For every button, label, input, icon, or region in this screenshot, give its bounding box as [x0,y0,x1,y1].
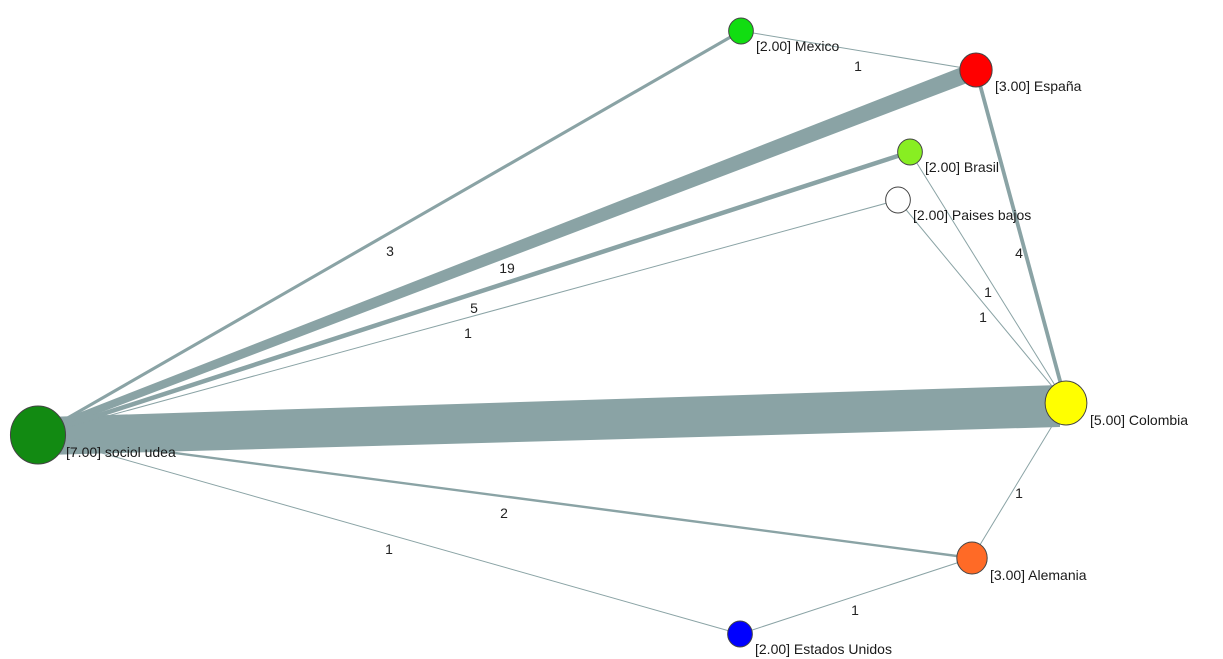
edge-brasil-colombia [909,151,1067,404]
edge-sociol-alemania [37,433,973,560]
node-label-mexico: [2.00] Mexico [756,38,839,54]
edge-weight-label-sociol-brasil: 5 [470,300,478,316]
node-mexico[interactable] [728,17,754,45]
edge-sociol-espana [48,66,970,431]
node-label-paises: [2.00] Paises bajos [913,207,1031,223]
edge-weight-label-mexico-espana: 1 [854,58,862,74]
edge-mexico-espana [740,30,977,71]
edge-weight-label-alemania-eeuu: 1 [851,602,859,618]
node-eeuu[interactable] [727,620,753,648]
node-label-eeuu: [2.00] Estados Unidos [755,641,892,657]
edge-labels-layer: 19 5 3 1 2 1 1 4 1 1 1 1 [385,58,1023,618]
node-sociol[interactable] [9,405,67,465]
edge-sociol-colombia [46,385,1060,455]
edge-sociol-paises [37,199,899,436]
edge-weight-label-sociol-paises: 1 [464,325,472,341]
edge-espana-colombia [974,69,1068,404]
edge-alemania-eeuu [739,557,973,635]
edge-paises-colombia [897,199,1067,404]
edge-sociol-eeuu [37,434,741,635]
edge-weight-label-sociol-alemania: 2 [500,505,508,521]
node-label-espana: [3.00] España [995,78,1082,94]
edge-weight-label-sociol-eeuu: 1 [385,541,393,557]
node-brasil[interactable] [897,138,923,166]
edges-layer [37,29,1068,635]
node-colombia[interactable] [1044,380,1088,426]
node-labels-layer: [7.00] sociol udea [5.00] Colombia [3.00] … [66,38,1188,657]
node-espana[interactable] [959,52,993,88]
node-label-colombia: [5.00] Colombia [1090,412,1188,428]
edge-weight-label-espana-colombia: 4 [1015,245,1023,261]
node-paises[interactable] [885,186,911,214]
edge-sociol-mexico [37,29,742,437]
edge-weight-label-paises-colombia: 1 [979,309,987,325]
edge-weight-label-colombia-alemania: 1 [1015,485,1023,501]
node-alemania[interactable] [956,541,988,575]
nodes-layer [9,17,1088,648]
node-label-alemania: [3.00] Alemania [990,567,1087,583]
edge-weight-label-brasil-colombia: 1 [984,284,992,300]
node-label-sociol: [7.00] sociol udea [66,444,176,460]
node-label-brasil: [2.00] Brasil [925,159,999,175]
edge-colombia-alemania [971,402,1067,559]
edge-sociol-brasil [37,149,911,438]
edge-weight-label-sociol-espana: 19 [499,260,515,276]
edge-weight-label-sociol-mexico: 3 [386,243,394,259]
